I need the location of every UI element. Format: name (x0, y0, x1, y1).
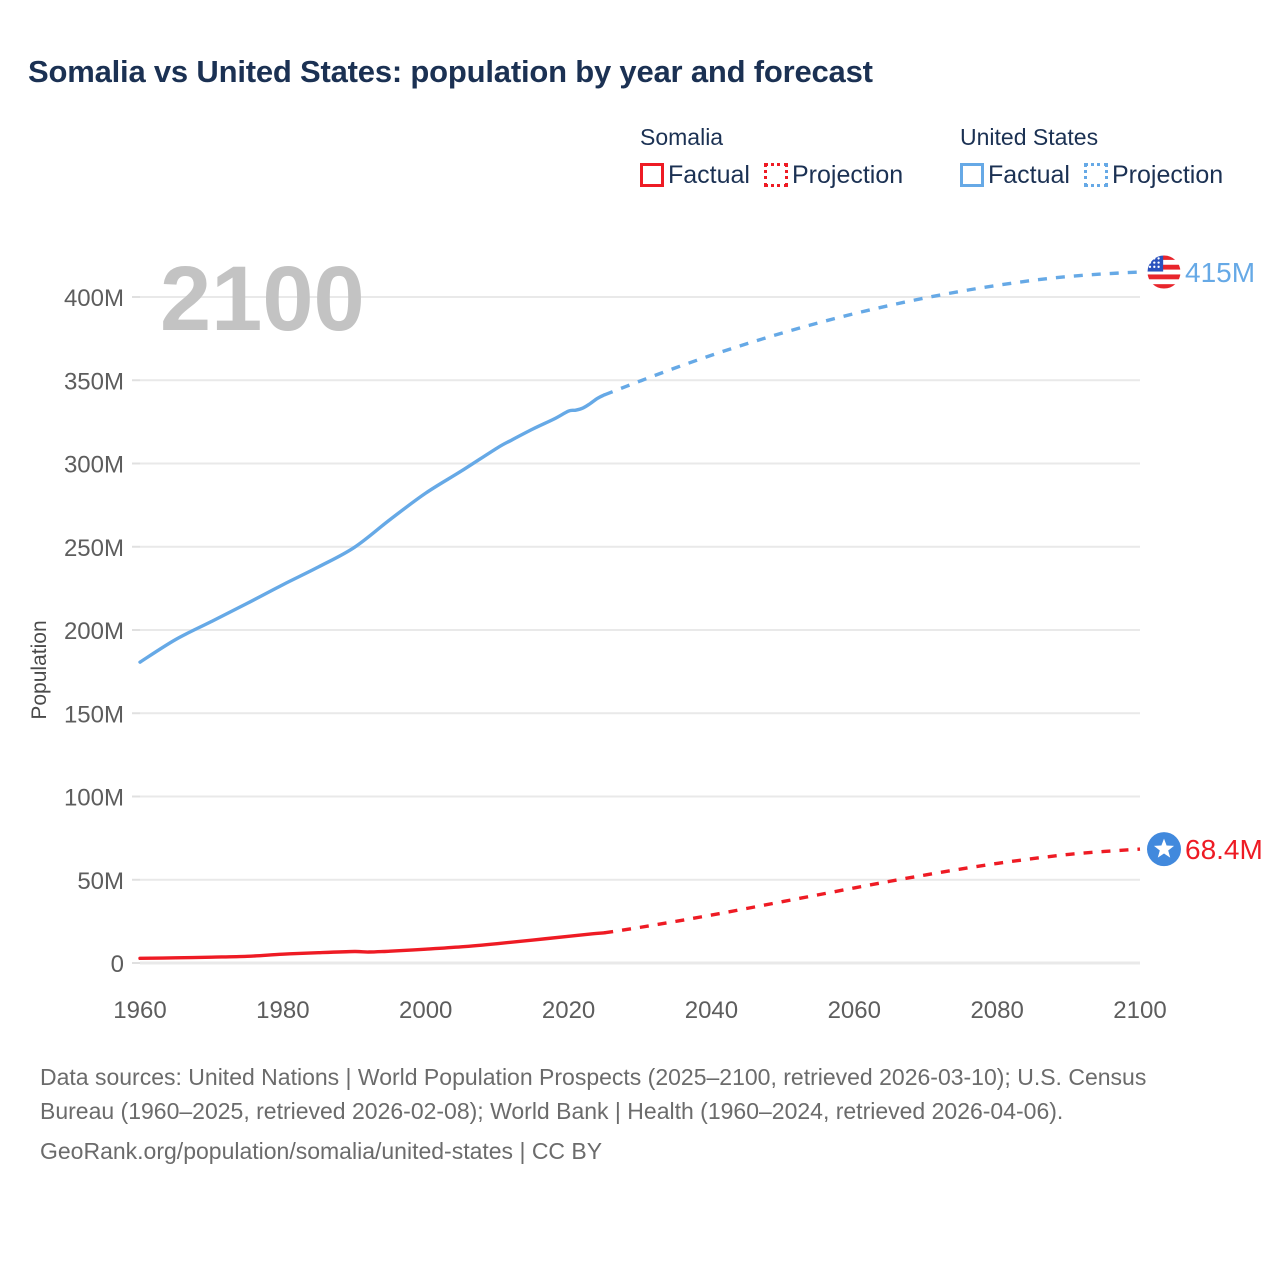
legend-item-somalia-projection[interactable]: Projection (763, 161, 904, 189)
series-line-projection (604, 847, 1141, 935)
y-axis-tick-label: 50M (77, 868, 124, 895)
legend-item-somalia-factual[interactable]: Factual (640, 162, 750, 188)
x-axis-ticks: 1960 1980 2000 2020 2040 2060 2080 2100 (113, 997, 1166, 1024)
y-axis-tick-label: 250M (64, 535, 124, 562)
y-axis-title: Population (28, 620, 51, 719)
x-axis-tick-label: 2060 (828, 997, 881, 1024)
y-axis-tick-label: 0 (111, 951, 124, 978)
legend-group-somalia: Somalia Factual Projection (640, 122, 960, 188)
footer: Data sources: United Nations | World Pop… (40, 1060, 1220, 1168)
endpoint-label-united-states: 415M (1185, 257, 1255, 288)
series-lines (138, 270, 1141, 961)
x-axis-tick-label: 2100 (1113, 997, 1166, 1024)
legend-item-label: Projection (791, 161, 904, 189)
series-line-factual (138, 393, 606, 664)
series-line-projection (603, 270, 1141, 397)
x-axis-tick-label: 2080 (970, 997, 1023, 1024)
y-axis-tick-label: 350M (64, 368, 124, 395)
us-flag-icon (1146, 254, 1182, 290)
x-axis-tick-label: 2020 (542, 997, 595, 1024)
y-axis-tick-label: 300M (64, 452, 124, 479)
legend-swatch-solid-icon (640, 163, 664, 187)
legend-swatch-solid-icon (960, 163, 984, 187)
endpoint-label-somalia: 68.4M (1185, 834, 1263, 865)
legend-item-label: Factual (668, 161, 750, 189)
legend-swatch-dotted-icon (1083, 163, 1108, 187)
line-chart-svg: 0 50M 100M 150M 200M 250M 300M 350M 400M 1960 198… (28, 248, 1263, 1024)
x-axis-tick-label: 2040 (685, 997, 738, 1024)
somalia-flag-icon (1147, 832, 1181, 867)
y-axis-tick-label: 400M (64, 285, 124, 312)
legend-item-label: Factual (988, 161, 1070, 189)
y-axis-tick-label: 200M (64, 618, 124, 645)
legend-swatch-dotted-icon (763, 163, 788, 187)
y-axis-tick-label: 100M (64, 785, 124, 812)
year-watermark: 2100 (160, 248, 365, 350)
y-axis-tick-label: 150M (64, 701, 124, 728)
legend-item-united-states-factual[interactable]: Factual (960, 162, 1070, 188)
plot-area: 0 50M 100M 150M 200M 250M 300M 350M 400M 1960 198… (28, 248, 1263, 1024)
legend-country-label: Somalia (640, 124, 724, 150)
y-axis-ticks: 0 50M 100M 150M 200M 250M 300M 350M 400M (64, 285, 124, 978)
gridlines (132, 296, 1140, 965)
x-axis-tick-label: 1960 (113, 997, 166, 1024)
legend-item-label: Projection (1111, 161, 1224, 189)
legend-item-united-states-projection[interactable]: Projection (1083, 161, 1224, 189)
legend-country-label: United States (960, 124, 1099, 150)
chart-legend: Somalia Factual Projection United States (640, 122, 1260, 188)
page-title: Somalia vs United States: population by … (28, 54, 873, 89)
x-axis-tick-label: 1980 (256, 997, 309, 1024)
endpoint-markers: 415M 68.4M (1146, 254, 1263, 867)
series-line-factual (138, 931, 606, 961)
x-axis-tick-label: 2000 (399, 997, 452, 1024)
legend-group-united-states: United States Factual Projection (960, 122, 1260, 188)
attribution-link[interactable]: GeoRank.org/population/somalia/united-st… (40, 1138, 603, 1164)
data-sources-text: Data sources: United Nations | World Pop… (40, 1064, 1147, 1124)
